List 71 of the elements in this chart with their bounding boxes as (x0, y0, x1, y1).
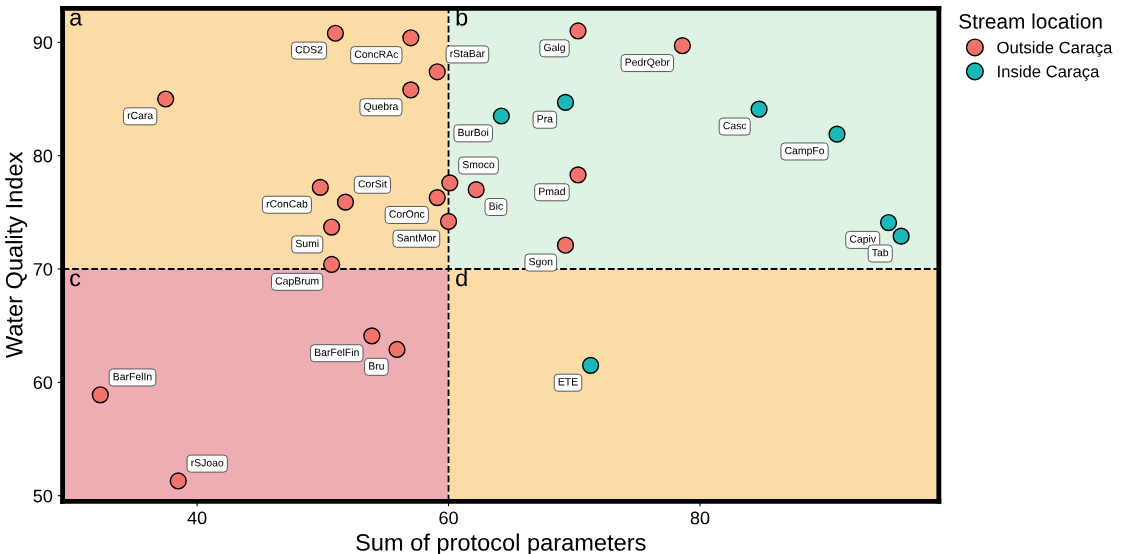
point (363, 327, 381, 345)
annotation: ETE (558, 378, 578, 386)
annotation: rCara (127, 111, 154, 120)
annotation: PedrQebr (625, 58, 670, 68)
x-tick-label: 80 (690, 511, 710, 525)
legend-label: Outside Caraça (997, 41, 1113, 57)
point (673, 37, 691, 55)
point (323, 255, 341, 274)
annotation: Pra (537, 115, 553, 123)
x-tick-label: 40 (187, 511, 207, 525)
point (492, 107, 510, 125)
annotation: Sumi (295, 239, 319, 248)
annotation: CDS2 (295, 46, 323, 54)
point (311, 178, 329, 197)
band-label: a (70, 12, 83, 26)
point (428, 188, 446, 207)
y-axis-title: Water Quality Index (5, 151, 28, 358)
point (157, 90, 175, 108)
annotation: Smoco (462, 160, 495, 169)
point (326, 24, 345, 42)
annotation: ConcRAc (354, 50, 399, 58)
legend-label: Inside Caraça (998, 65, 1100, 81)
annotation: BarFelFin (315, 348, 359, 357)
annotation: CapBrum (275, 277, 319, 287)
annotation: CorOnc (389, 210, 425, 218)
point (428, 63, 446, 81)
point (750, 100, 768, 118)
annotation: Quebra (364, 102, 399, 112)
annotation: Bru (369, 362, 384, 370)
annotation: Bic (489, 202, 503, 210)
point (336, 193, 355, 211)
point (556, 236, 575, 254)
point (556, 93, 575, 112)
annotation: CampFo (785, 146, 825, 157)
band-label: c (70, 273, 81, 287)
annotation: BurBoi (458, 128, 489, 137)
point (581, 356, 600, 374)
x-tick-label: 60 (439, 511, 458, 525)
annotation: rSJoao (191, 459, 224, 467)
annotation: BarFelIn (113, 372, 152, 381)
point (569, 22, 587, 40)
band-label: d (456, 269, 467, 287)
annotation: CorSit (358, 179, 387, 188)
annotation: Casc (723, 121, 747, 130)
point (323, 218, 341, 236)
legend-title: Stream location (959, 13, 1102, 29)
y-tick-label: 80 (33, 149, 53, 163)
point (91, 386, 109, 404)
y-tick-label: 70 (33, 262, 53, 276)
point (879, 213, 898, 232)
annotation: rStaBar (450, 49, 485, 58)
annotation: Sgon (529, 257, 553, 268)
annotation: SantMor (397, 234, 436, 242)
y-tick-label: 90 (33, 36, 53, 50)
point (828, 125, 846, 143)
point (892, 227, 910, 245)
point (569, 166, 587, 184)
point (467, 181, 485, 199)
annotation: rConCab (266, 199, 308, 208)
point (169, 472, 187, 490)
point (439, 212, 458, 231)
y-tick-label: 60 (33, 376, 53, 390)
y-tick-label: 50 (33, 489, 53, 503)
point (441, 174, 459, 192)
annotation: Tab (872, 248, 889, 257)
annotation: Capiv (849, 235, 877, 245)
point (388, 340, 406, 359)
point (402, 29, 420, 47)
annotation: Galg (544, 43, 565, 54)
annotation: Pmad (539, 187, 565, 196)
point (402, 81, 420, 99)
